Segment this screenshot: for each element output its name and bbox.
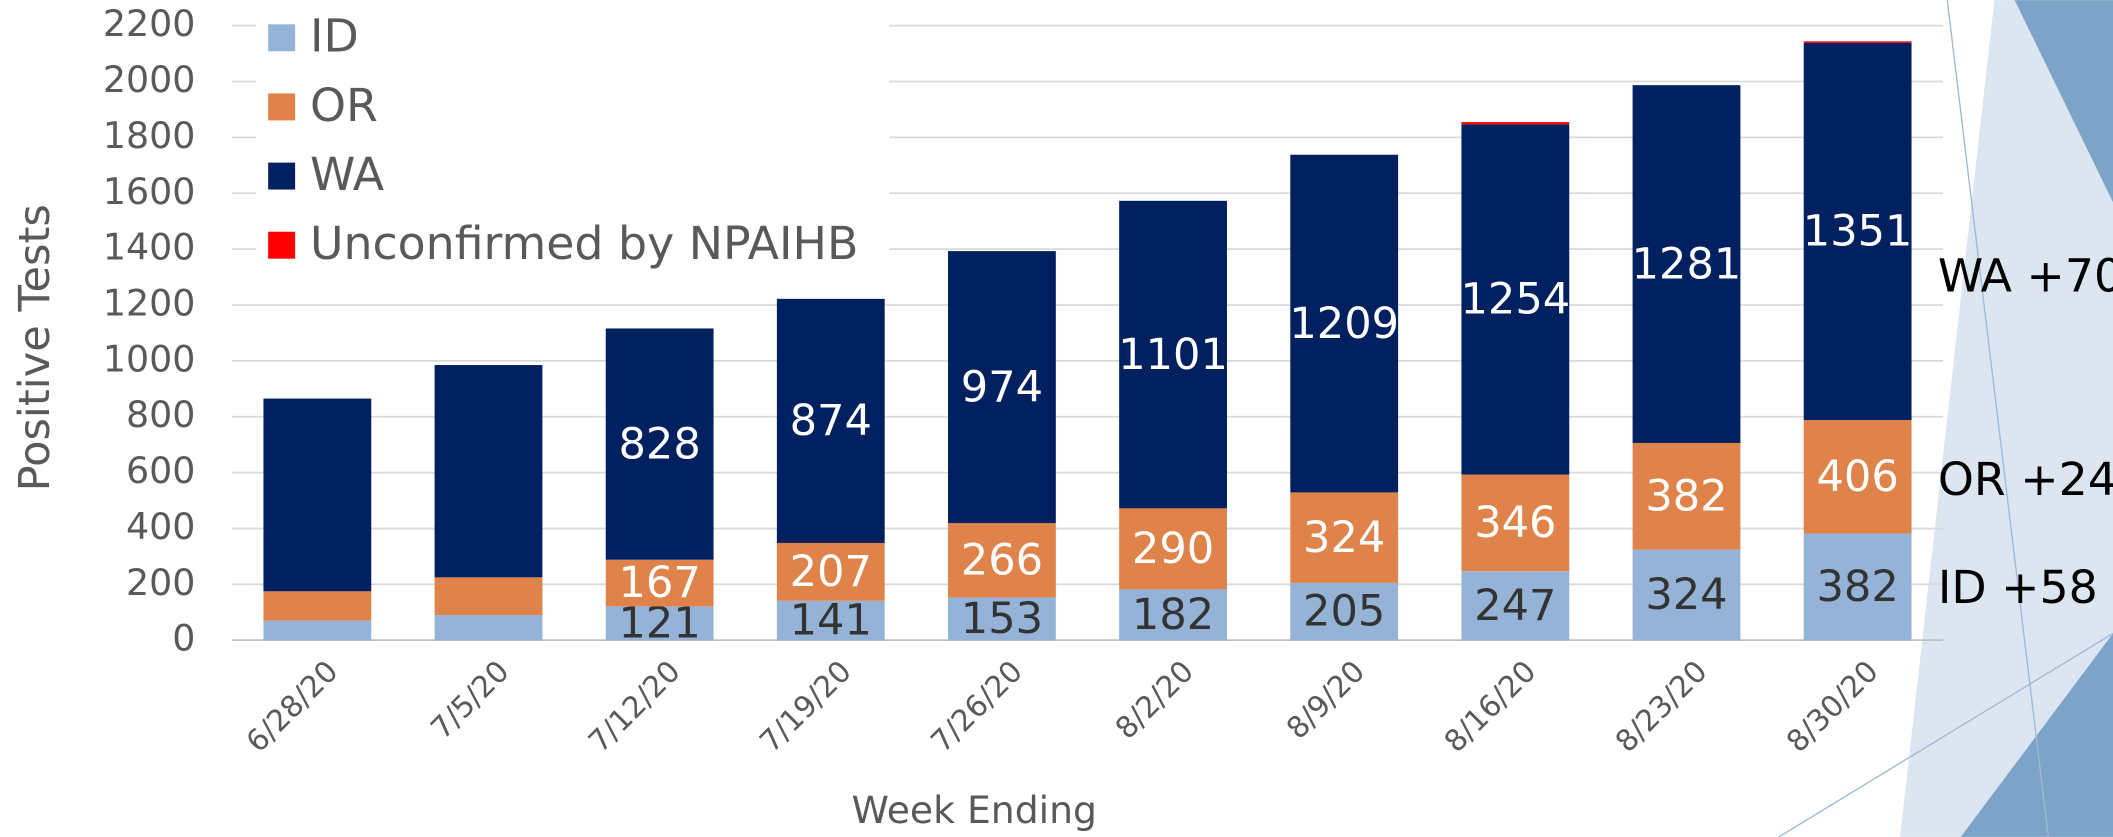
x-tick-label: 8/16/20 (1437, 653, 1543, 759)
data-label: 205 (1303, 587, 1385, 637)
bar-segment (434, 365, 543, 578)
y-tick-label: 800 (126, 393, 195, 436)
annotation: ID +58 (1938, 560, 2098, 614)
deco-line (1946, 0, 2049, 837)
data-label: 382 (1816, 562, 1898, 612)
data-label: 406 (1816, 452, 1898, 502)
bar-segment (1461, 474, 1570, 572)
bar-segment (263, 398, 372, 592)
data-label: 121 (618, 598, 700, 648)
bar-segment (605, 606, 714, 641)
deco-shape (2014, 0, 2113, 203)
data-label: 182 (1132, 590, 1214, 640)
bar-segment (1803, 420, 1912, 534)
bar-segment (948, 523, 1056, 598)
y-tick-label: 2200 (103, 2, 196, 45)
data-label: 828 (618, 419, 700, 469)
data-label: 207 (790, 547, 872, 597)
bar-segment (1461, 122, 1570, 125)
x-tick-label: 7/26/20 (924, 653, 1030, 759)
x-tick-label: 7/19/20 (752, 653, 858, 759)
x-tick-label: 8/30/20 (1779, 653, 1885, 759)
legend-label: WA (310, 147, 384, 201)
bar-segment (605, 328, 714, 560)
bar-segment (263, 591, 372, 621)
y-tick-label: 0 (172, 617, 195, 660)
bar-segment (1290, 154, 1399, 493)
data-label: 346 (1474, 498, 1556, 548)
data-label: 266 (961, 535, 1043, 585)
legend-swatch (268, 93, 296, 121)
x-tick-label: 8/2/20 (1108, 653, 1200, 745)
legend-label: Unconfirmed by NPAIHB (310, 216, 858, 270)
bar-segment (776, 298, 885, 543)
data-label: 324 (1645, 570, 1727, 620)
legend-swatch (268, 162, 296, 190)
data-label: 141 (790, 596, 872, 646)
bar-segment (1632, 549, 1741, 641)
y-tick-label: 1800 (103, 114, 196, 157)
bar-segment (1119, 200, 1227, 509)
data-label: 290 (1132, 524, 1214, 574)
bar-segment (1461, 124, 1570, 475)
bar-segment (1632, 85, 1741, 443)
x-tick-label: 7/12/20 (581, 653, 687, 759)
deco-line (1778, 632, 2113, 837)
data-label: 153 (961, 594, 1043, 644)
bar-segment (434, 615, 543, 641)
data-label: 974 (961, 362, 1043, 412)
x-tick-label: 7/5/20 (423, 653, 515, 745)
x-axis-title: Week Ending (852, 788, 1097, 832)
bar-segment (1119, 508, 1227, 590)
x-tick-label: 6/28/20 (239, 653, 345, 759)
legend-label: ID (310, 9, 359, 63)
data-label: 1281 (1632, 239, 1742, 289)
bar-segment (948, 597, 1056, 641)
data-label: 1351 (1803, 207, 1913, 257)
y-tick-label: 1200 (103, 281, 196, 324)
bar-segment (1290, 492, 1399, 583)
annotation: OR +24 (1938, 452, 2113, 506)
x-tick-label: 8/9/20 (1279, 653, 1371, 745)
bar-segment (1803, 42, 1912, 421)
data-label: 247 (1474, 581, 1556, 631)
bar-segment (1290, 582, 1399, 641)
bar-segment (263, 620, 372, 641)
bar-segment (1803, 41, 1912, 43)
legend-swatch (268, 24, 296, 52)
y-tick-label: 200 (126, 561, 195, 604)
bar-segment (1632, 442, 1741, 550)
bar-segment (948, 251, 1056, 524)
y-tick-label: 400 (126, 505, 195, 548)
data-label: 874 (790, 396, 872, 446)
legend-background (256, 0, 890, 277)
legend-swatch (268, 231, 296, 259)
legend-label: OR (310, 78, 378, 132)
data-label: 1209 (1289, 299, 1399, 349)
bar-segment (605, 559, 714, 607)
legend: ID OR WA Unconfirmed by NPAIHB (256, 0, 890, 277)
data-label: 1101 (1118, 330, 1228, 380)
decoration (1778, 0, 2113, 837)
y-tick-label: 1000 (103, 337, 196, 380)
y-tick-label: 2000 (103, 58, 196, 101)
bar-segment (434, 577, 543, 616)
bar-segment (1461, 571, 1570, 641)
x-tick-label: 8/23/20 (1608, 653, 1714, 759)
y-tick-label: 1600 (103, 170, 196, 213)
y-tick-label: 1400 (103, 226, 196, 269)
bar-segment (1803, 533, 1912, 641)
bar-segment (776, 542, 885, 601)
deco-shape (1900, 0, 2113, 837)
data-label: 1254 (1460, 275, 1570, 325)
bar-segment (1119, 589, 1227, 641)
y-axis-title: Positive Tests (10, 204, 60, 491)
data-label: 167 (618, 558, 700, 608)
annotation: WA +70 (1938, 249, 2113, 303)
bar-segment (776, 600, 885, 641)
data-label: 382 (1645, 472, 1727, 522)
y-tick-label: 600 (126, 449, 195, 492)
data-label: 324 (1303, 513, 1385, 563)
